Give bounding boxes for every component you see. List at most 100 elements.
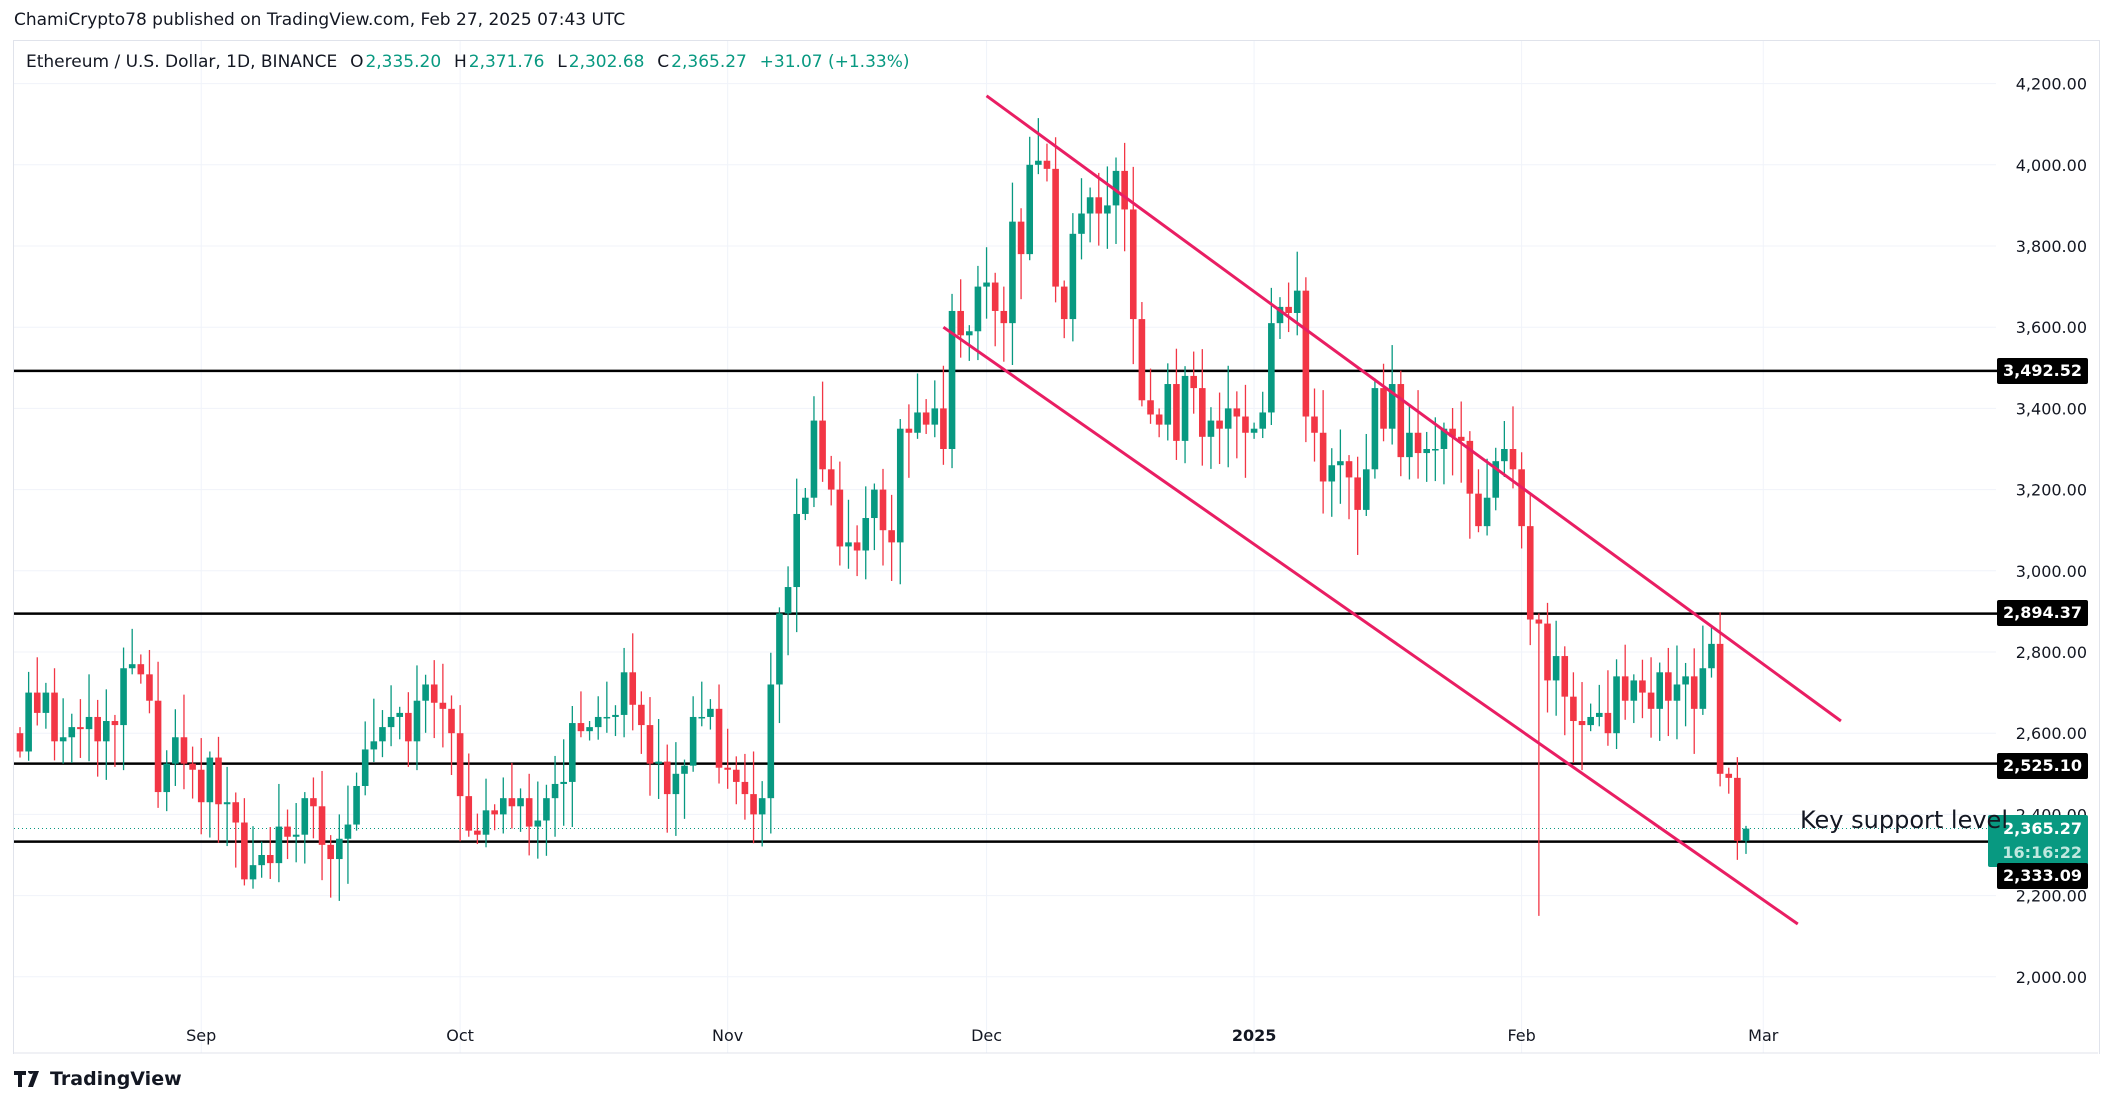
- candle-body: [482, 810, 490, 835]
- candle-body: [85, 716, 93, 730]
- candle-body: [638, 704, 645, 726]
- candle-body: [1501, 449, 1508, 462]
- candle-body: [16, 733, 24, 752]
- candle-body: [707, 708, 714, 717]
- price-tick-label: 2,800.00: [2016, 643, 2087, 662]
- candle-body: [888, 530, 895, 543]
- candle-body: [1233, 408, 1241, 417]
- candle-body: [1665, 672, 1672, 701]
- tradingview-logo[interactable]: TradingView: [14, 1068, 182, 1090]
- candle-body: [750, 794, 757, 815]
- candle-body: [1570, 696, 1577, 722]
- candle-body: [732, 769, 740, 782]
- open-value: 2,335.20: [365, 52, 442, 72]
- candle-body: [715, 708, 723, 768]
- time-tick-label: Oct: [446, 1026, 474, 1045]
- price-tick-label: 3,400.00: [2016, 399, 2087, 418]
- candle-body: [310, 798, 317, 807]
- current-price: 2,365.27: [2003, 819, 2082, 838]
- candle-body: [491, 810, 498, 815]
- candle-body: [120, 668, 127, 726]
- candle-body: [154, 700, 162, 793]
- candle-body: [1397, 384, 1405, 458]
- key-support-annotation: Key support level: [1800, 806, 2008, 834]
- candle-body: [361, 749, 369, 786]
- candle-body: [1104, 205, 1111, 214]
- price-axis: 2,000.002,200.002,400.002,600.002,800.00…: [2016, 75, 2087, 987]
- candle-body: [1639, 680, 1646, 693]
- candle-body: [1121, 170, 1128, 210]
- candle-body: [646, 725, 654, 764]
- candle-body: [1673, 684, 1681, 701]
- candle-body: [517, 798, 524, 807]
- candle-body: [1475, 493, 1482, 527]
- candle-body: [1595, 712, 1603, 717]
- channel-upper-line: [985, 94, 1842, 723]
- candle-body: [249, 865, 257, 880]
- low-value: 2,302.68: [568, 52, 645, 72]
- candle-body: [983, 282, 990, 287]
- candle-body: [689, 716, 697, 766]
- candle-body: [534, 820, 542, 827]
- candle-body: [922, 412, 930, 425]
- price-tick-label: 3,000.00: [2016, 562, 2087, 581]
- candle-body: [569, 723, 576, 782]
- candle-body: [508, 798, 516, 807]
- candle-body: [1432, 449, 1439, 451]
- change-value: +31.07 (+1.33%): [759, 52, 910, 72]
- candle-body: [232, 802, 240, 823]
- candle-body: [206, 757, 214, 803]
- candle-body: [189, 763, 196, 770]
- chart-frame: [13, 40, 2100, 1054]
- candle-body: [413, 700, 421, 742]
- candle-body: [448, 708, 455, 734]
- candle-body: [629, 672, 637, 705]
- candle-body: [758, 798, 766, 815]
- published-info: ChamiCrypto78 published on TradingView.c…: [14, 10, 626, 30]
- candle-body: [871, 489, 878, 519]
- candle-body: [146, 674, 153, 701]
- candle-body: [1000, 310, 1008, 324]
- candle-body: [1414, 432, 1422, 454]
- candle-body: [767, 684, 775, 799]
- candle-body: [810, 420, 818, 498]
- candle-body: [698, 716, 706, 719]
- candle-body: [163, 763, 171, 793]
- candle-body: [802, 497, 809, 514]
- candle-body: [1587, 716, 1594, 726]
- candle-body: [266, 855, 274, 864]
- candle-body: [1682, 676, 1689, 685]
- candle-body: [594, 716, 602, 728]
- time-tick-label: Sep: [186, 1026, 216, 1045]
- candle-body: [1259, 412, 1267, 429]
- candle-body: [1647, 692, 1655, 709]
- candle-body: [42, 692, 50, 713]
- candle-body: [1276, 306, 1284, 324]
- candle-body: [1509, 449, 1517, 470]
- candle-body: [292, 834, 300, 837]
- candle-body: [1017, 221, 1025, 255]
- candle-body: [1742, 828, 1750, 841]
- candle-body: [741, 781, 749, 795]
- channel-lower-line: [942, 325, 1799, 926]
- time-tick-label: Dec: [971, 1026, 1002, 1045]
- candle-body: [336, 838, 343, 860]
- candle-body: [1466, 440, 1474, 494]
- candle-body: [603, 716, 611, 719]
- candle-body: [275, 826, 283, 864]
- candle-body: [1035, 160, 1042, 165]
- candle-body: [1173, 384, 1180, 441]
- candle-body: [51, 692, 58, 742]
- candle-body: [128, 664, 136, 669]
- candle-body: [672, 773, 680, 795]
- candle-body: [1483, 497, 1491, 527]
- candle-body: [1181, 375, 1189, 441]
- candle-body: [1078, 213, 1085, 234]
- candle-body: [896, 428, 904, 543]
- candle-body: [991, 282, 999, 311]
- candle-body: [905, 428, 913, 433]
- time-axis: Sep Oct Nov Dec 2025 Feb Mar: [186, 1026, 1779, 1045]
- candle-body: [620, 672, 628, 715]
- current-price-label: 2,365.27 16:16:22: [1988, 815, 2088, 867]
